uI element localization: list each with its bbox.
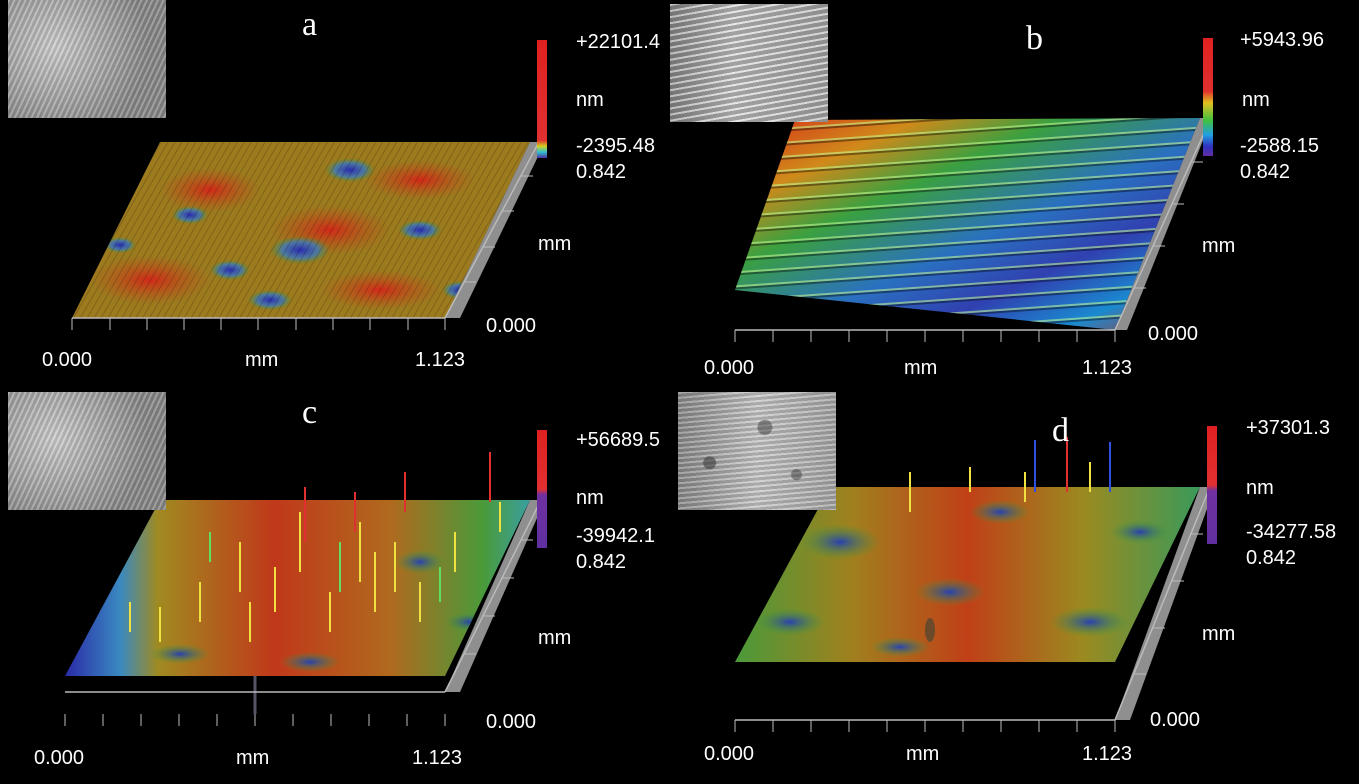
panel-d: d +37301.3 nm -34277.58 0.842 mm 0.000 0… — [670, 392, 1350, 784]
y-axis-c — [444, 501, 541, 693]
y-ticks-a — [464, 175, 533, 283]
y-axis-d — [1114, 486, 1211, 721]
x-min-label: 0.000 — [704, 743, 755, 765]
panel-b: b +5943.96 nm -2588.15 0.842 mm 0.000 0.… — [670, 0, 1350, 392]
z-unit-label: nm — [1242, 89, 1270, 111]
y-min-label: 0.000 — [486, 711, 537, 733]
colorbar-d — [1207, 426, 1217, 544]
zmin-label: -34277.58 — [1246, 521, 1337, 543]
x-min-label: 0.000 — [34, 747, 85, 769]
panel-letter: d — [1052, 412, 1069, 449]
x-ticks-a — [71, 318, 446, 330]
side-wall-c — [445, 500, 545, 692]
surface-plot-c — [64, 430, 547, 726]
x-max-label: 1.123 — [1082, 357, 1133, 379]
zmax-label: +37301.3 — [1246, 417, 1330, 439]
zmin-label: -2588.15 — [1240, 135, 1319, 157]
panel-c: c +56689.5 nm -39942.1 0.842 mm 0.000 0.… — [0, 392, 680, 784]
colorbar-c — [537, 430, 547, 548]
z-unit-label: nm — [576, 487, 604, 509]
surface-plot-a — [71, 40, 547, 330]
x-unit-label: mm — [904, 357, 938, 379]
y-ticks-c — [464, 539, 533, 655]
panel-letter: b — [1026, 20, 1043, 57]
zmax-label: +56689.5 — [576, 429, 660, 451]
zmin-label: -39942.1 — [576, 525, 655, 547]
x-ticks-c — [64, 714, 446, 726]
y-unit-label: mm — [538, 233, 572, 255]
zmin-label: -2395.48 — [576, 135, 655, 157]
y-unit-label: mm — [1202, 623, 1236, 645]
sem-inset-c — [8, 392, 166, 510]
y-ticks-d — [1134, 533, 1203, 675]
x-min-label: 0.000 — [42, 349, 93, 371]
y-axis-a — [444, 139, 541, 319]
surface-plot-d — [734, 426, 1217, 732]
y-max-label: 0.842 — [576, 161, 627, 183]
y-unit-label: mm — [1202, 235, 1236, 257]
surface-d — [735, 487, 1200, 662]
y-min-label: 0.000 — [486, 315, 537, 337]
y-min-label: 0.000 — [1148, 323, 1199, 345]
spikes-c — [129, 502, 501, 642]
side-wall-a — [445, 142, 545, 318]
x-unit-label: mm — [245, 349, 279, 371]
spikes-d — [909, 462, 1091, 512]
x-min-label: 0.000 — [704, 357, 755, 379]
y-ticks-b — [1134, 161, 1203, 289]
surface-c — [65, 500, 530, 676]
side-wall-d — [1115, 487, 1215, 720]
y-axis-b — [1114, 119, 1211, 331]
z-unit-label: nm — [1246, 477, 1274, 499]
panel-letter: c — [302, 394, 318, 431]
zmax-label: +22101.4 — [576, 31, 660, 53]
zmax-label: +5943.96 — [1240, 29, 1324, 51]
panel-letter: a — [302, 6, 318, 43]
y-max-label: 0.842 — [1240, 161, 1291, 183]
surface-plot-b — [734, 38, 1213, 342]
panel-a: a +22101.4 nm -2395.48 0.842 mm 0.000 0.… — [0, 0, 680, 392]
y-max-label: 0.842 — [576, 551, 627, 573]
y-unit-label: mm — [538, 627, 572, 649]
x-unit-label: mm — [236, 747, 270, 769]
sem-inset-d — [678, 392, 836, 510]
y-min-label: 0.000 — [1150, 709, 1201, 731]
x-max-label: 1.123 — [415, 349, 466, 371]
colorbar-b — [1203, 38, 1213, 156]
x-unit-label: mm — [906, 743, 940, 765]
sem-inset-a — [8, 0, 166, 118]
x-ticks-b — [734, 330, 1116, 342]
y-max-label: 0.842 — [1246, 547, 1297, 569]
x-max-label: 1.123 — [412, 747, 463, 769]
colorbar-a — [537, 40, 547, 158]
sem-inset-b — [670, 4, 828, 122]
x-ticks-d — [734, 720, 1116, 732]
x-max-label: 1.123 — [1082, 743, 1133, 765]
z-unit-label: nm — [576, 89, 604, 111]
